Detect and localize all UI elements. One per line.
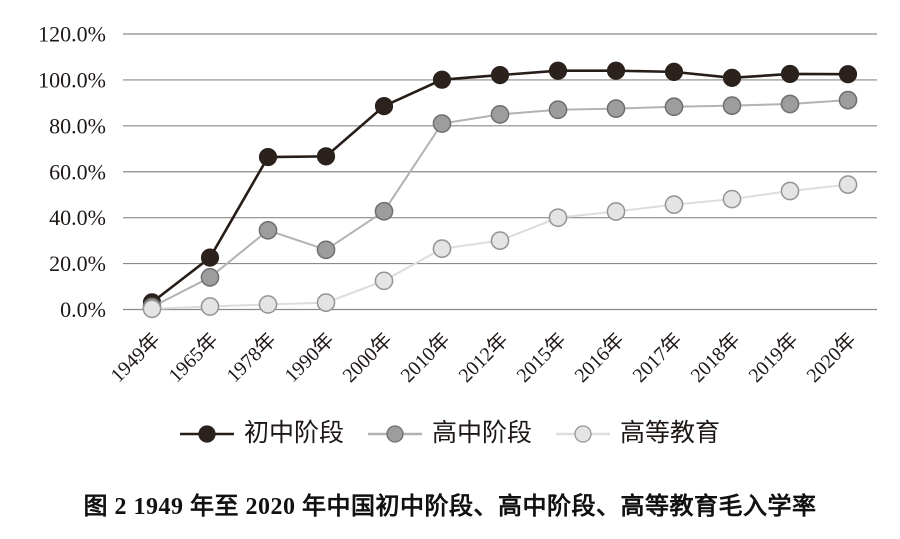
data-point-marker (780, 181, 800, 201)
legend-label-junior-secondary: 初中阶段 (243, 420, 344, 447)
data-point-marker (722, 96, 742, 115)
data-point-marker (490, 105, 510, 124)
data-point-marker (200, 268, 220, 287)
y-axis-tick-labels: 0.0% 20.0% 40.0% 60.0% 80.0% 100.0% 120.0% (38, 22, 106, 323)
data-point-marker (432, 239, 452, 259)
data-point-marker (780, 64, 800, 84)
data-point-marker (490, 231, 510, 250)
figure-caption: 图 2 1949 年至 2020 年中国初中阶段、高中阶段、高等教育毛入学率 (83, 494, 817, 520)
y-tick-label: 120.0% (38, 22, 106, 47)
data-point-marker (200, 297, 220, 316)
legend-marker-junior-secondary-icon (179, 424, 234, 443)
y-tick-label: 0.0% (60, 297, 106, 322)
data-point-marker (258, 147, 278, 167)
x-tick-label: 2000年 (338, 328, 397, 387)
data-point-marker (838, 90, 858, 110)
y-tick-label: 100.0% (38, 67, 106, 92)
data-point-marker (316, 147, 336, 166)
y-tick-label: 60.0% (49, 159, 106, 184)
legend-label-higher-education: 高等教育 (620, 420, 721, 447)
chart-svg: 0.0% 20.0% 40.0% 60.0% 80.0% 100.0% 120.0% 1949… (38, 22, 877, 387)
chart-legend: 初中阶段 高中阶段 高等教育 (0, 421, 900, 446)
series-1 (142, 90, 858, 317)
data-point-marker (316, 240, 336, 260)
x-tick-label: 2012年 (454, 328, 513, 387)
data-point-marker (548, 100, 568, 120)
x-axis-tick-labels: 1949年 1965年 1978年 1990年 2000年 2010年 2012年 2015年… (106, 328, 861, 387)
data-point-marker (374, 96, 394, 116)
series-0 (142, 61, 858, 312)
data-point-marker (838, 175, 858, 194)
data-point-marker (258, 295, 278, 314)
x-tick-label: 1990年 (280, 328, 339, 387)
data-point-marker (722, 68, 742, 87)
legend-item-junior-secondary: 初中阶段 (179, 420, 344, 447)
data-point-marker (606, 202, 626, 221)
data-point-marker (548, 208, 568, 228)
data-point-marker (142, 299, 162, 319)
data-point-marker (374, 271, 394, 291)
data-point-marker (838, 65, 858, 84)
data-point-marker (606, 99, 626, 118)
legend-marker-senior-secondary-icon (367, 424, 422, 443)
data-point-marker (432, 114, 452, 133)
series-2 (142, 175, 858, 319)
y-tick-label: 20.0% (49, 251, 106, 276)
data-point-marker (432, 70, 452, 89)
x-tick-label: 2018年 (686, 328, 745, 387)
y-tick-label: 80.0% (49, 113, 106, 138)
data-point-marker (258, 220, 278, 240)
data-point-marker (374, 201, 394, 221)
data-point-marker (606, 61, 626, 80)
x-tick-label: 2017年 (628, 328, 687, 387)
data-point-marker (200, 248, 220, 267)
data-point-marker (548, 61, 568, 80)
data-point-marker (780, 94, 800, 114)
x-tick-label: 1978年 (222, 328, 281, 387)
x-tick-label: 2019年 (744, 328, 803, 387)
data-point-marker (664, 195, 684, 214)
data-point-marker (490, 65, 510, 85)
legend-marker-higher-education-icon (556, 424, 610, 443)
data-point-marker (316, 293, 336, 312)
x-tick-label: 2016年 (570, 328, 629, 387)
x-tick-label: 2020年 (802, 328, 861, 387)
data-point-marker (722, 189, 742, 209)
x-tick-label: 1965年 (164, 328, 223, 387)
legend-item-higher-education: 高等教育 (556, 421, 720, 446)
legend-item-senior-secondary: 高中阶段 (367, 420, 532, 447)
data-point-marker (664, 62, 684, 81)
legend-label-senior-secondary: 高中阶段 (431, 420, 532, 447)
x-tick-label: 1949年 (106, 328, 165, 387)
series-line (151, 99, 849, 308)
x-tick-label: 2010年 (396, 328, 455, 387)
y-tick-label: 40.0% (49, 205, 106, 230)
data-point-marker (664, 97, 684, 117)
x-tick-label: 2015年 (512, 328, 571, 387)
